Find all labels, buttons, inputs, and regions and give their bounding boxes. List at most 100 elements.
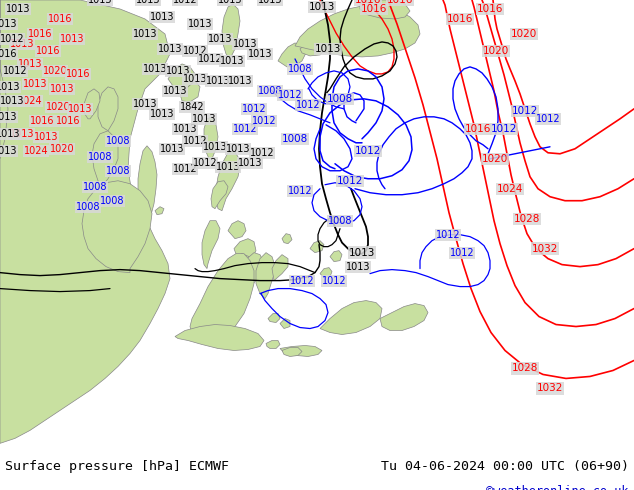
Text: 1013: 1013 bbox=[309, 2, 335, 12]
Text: 1013: 1013 bbox=[49, 84, 74, 94]
Polygon shape bbox=[175, 324, 264, 350]
Polygon shape bbox=[204, 117, 218, 159]
Text: 1013: 1013 bbox=[0, 96, 24, 106]
Text: 1013: 1013 bbox=[228, 76, 252, 86]
Polygon shape bbox=[282, 347, 302, 357]
Text: 1013: 1013 bbox=[258, 0, 282, 5]
Text: ©weatheronline.co.uk: ©weatheronline.co.uk bbox=[486, 485, 629, 490]
Text: 1012: 1012 bbox=[290, 275, 314, 286]
Text: 1012: 1012 bbox=[321, 275, 346, 286]
Text: 1013: 1013 bbox=[208, 34, 232, 44]
Polygon shape bbox=[168, 64, 195, 91]
Text: 1028: 1028 bbox=[514, 214, 540, 223]
Text: 1008: 1008 bbox=[75, 202, 100, 212]
Text: 1012: 1012 bbox=[252, 116, 276, 126]
Text: 1013: 1013 bbox=[143, 64, 167, 74]
Polygon shape bbox=[330, 251, 342, 262]
Polygon shape bbox=[310, 241, 324, 253]
Polygon shape bbox=[0, 0, 170, 443]
Polygon shape bbox=[233, 253, 264, 298]
Text: 1032: 1032 bbox=[532, 244, 558, 254]
Text: 1016: 1016 bbox=[447, 14, 473, 24]
Text: 1008: 1008 bbox=[106, 136, 130, 146]
Text: 1013: 1013 bbox=[0, 129, 20, 139]
Polygon shape bbox=[380, 304, 428, 331]
Text: Tu 04-06-2024 00:00 UTC (06+90): Tu 04-06-2024 00:00 UTC (06+90) bbox=[381, 460, 629, 473]
Text: 1013: 1013 bbox=[217, 0, 242, 5]
Text: 1016: 1016 bbox=[387, 0, 413, 5]
Text: 1013: 1013 bbox=[0, 19, 17, 29]
Text: 1013: 1013 bbox=[172, 124, 197, 134]
Text: 1008: 1008 bbox=[258, 86, 282, 96]
Text: 1016: 1016 bbox=[36, 46, 60, 56]
Text: 1016: 1016 bbox=[477, 4, 503, 14]
Text: 1012: 1012 bbox=[337, 176, 363, 186]
Text: 1013: 1013 bbox=[23, 79, 48, 89]
Text: 1013: 1013 bbox=[10, 129, 34, 139]
Text: 1012: 1012 bbox=[512, 106, 538, 116]
Text: 1012: 1012 bbox=[295, 100, 320, 110]
Text: 1012: 1012 bbox=[3, 66, 27, 76]
Polygon shape bbox=[320, 268, 332, 278]
Text: 1012: 1012 bbox=[183, 46, 207, 56]
Polygon shape bbox=[256, 253, 276, 298]
Text: 1013: 1013 bbox=[10, 39, 34, 49]
Text: 1013: 1013 bbox=[6, 4, 30, 14]
Text: 1028: 1028 bbox=[512, 364, 538, 373]
Polygon shape bbox=[272, 255, 288, 281]
Polygon shape bbox=[230, 254, 252, 274]
Text: 1016: 1016 bbox=[48, 14, 72, 24]
Text: 1020: 1020 bbox=[511, 29, 537, 39]
Text: 1013: 1013 bbox=[206, 76, 230, 86]
Text: 1016: 1016 bbox=[355, 0, 381, 5]
Polygon shape bbox=[280, 345, 322, 357]
Text: 1008: 1008 bbox=[327, 94, 353, 104]
Polygon shape bbox=[0, 0, 8, 159]
Polygon shape bbox=[234, 239, 256, 261]
Polygon shape bbox=[211, 181, 228, 209]
Text: 1013: 1013 bbox=[0, 112, 17, 122]
Text: 1013: 1013 bbox=[191, 114, 216, 124]
Polygon shape bbox=[278, 43, 306, 67]
Text: 1012: 1012 bbox=[198, 54, 223, 64]
Text: 1008: 1008 bbox=[87, 152, 112, 162]
Text: 1012: 1012 bbox=[233, 124, 257, 134]
Polygon shape bbox=[320, 300, 382, 335]
Polygon shape bbox=[300, 39, 326, 56]
Text: 1013: 1013 bbox=[150, 12, 174, 22]
Text: 1012: 1012 bbox=[436, 230, 460, 240]
Polygon shape bbox=[82, 181, 152, 272]
Polygon shape bbox=[190, 254, 254, 343]
Text: 1012: 1012 bbox=[450, 247, 474, 258]
Polygon shape bbox=[84, 89, 100, 119]
Text: 1013: 1013 bbox=[133, 99, 157, 109]
Text: 1012: 1012 bbox=[536, 114, 560, 124]
Polygon shape bbox=[228, 220, 246, 239]
Text: 1012: 1012 bbox=[278, 90, 302, 100]
Text: 1016: 1016 bbox=[465, 124, 491, 134]
Polygon shape bbox=[155, 207, 164, 215]
Text: 1013: 1013 bbox=[233, 39, 257, 49]
Text: 1013: 1013 bbox=[87, 0, 112, 5]
Text: 1020: 1020 bbox=[483, 46, 509, 56]
Text: 1013: 1013 bbox=[18, 59, 42, 69]
Text: 1008: 1008 bbox=[100, 196, 124, 206]
Polygon shape bbox=[280, 318, 290, 328]
Text: 1016: 1016 bbox=[30, 116, 55, 126]
Text: 1013: 1013 bbox=[203, 142, 227, 152]
Text: 1024: 1024 bbox=[23, 146, 48, 156]
Polygon shape bbox=[266, 341, 280, 348]
Text: 1012: 1012 bbox=[193, 158, 217, 168]
Text: 1008: 1008 bbox=[106, 166, 130, 176]
Polygon shape bbox=[360, 0, 410, 19]
Text: 1013: 1013 bbox=[68, 104, 93, 114]
Text: 1008: 1008 bbox=[288, 64, 313, 74]
Text: 1012: 1012 bbox=[491, 124, 517, 134]
Text: 1013: 1013 bbox=[346, 262, 370, 271]
Text: 1016: 1016 bbox=[56, 116, 81, 126]
Text: 1016: 1016 bbox=[28, 29, 52, 39]
Text: 1012: 1012 bbox=[355, 146, 381, 156]
Text: 1013: 1013 bbox=[188, 19, 212, 29]
Text: 1008: 1008 bbox=[83, 182, 107, 192]
Polygon shape bbox=[222, 4, 240, 59]
